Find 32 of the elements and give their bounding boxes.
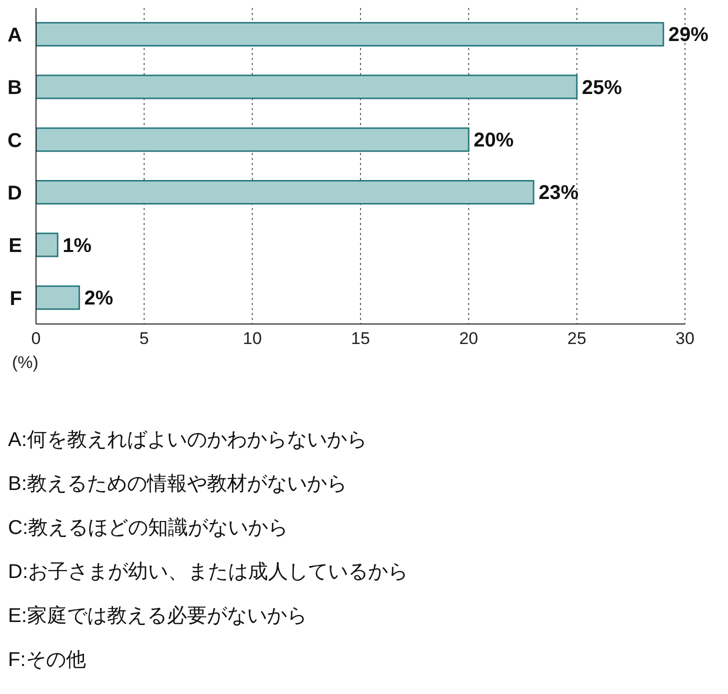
y-tick-label: E (8, 235, 22, 258)
bar (36, 232, 58, 258)
bar (36, 285, 80, 310)
bar (36, 22, 664, 46)
bar (36, 74, 578, 100)
data-label: 1% (62, 234, 92, 257)
x-tick-label: 30 (676, 329, 694, 348)
x-tick-label: 20 (459, 329, 478, 348)
text: A:何を教えればよいのかわからないから (8, 428, 368, 453)
text: E:家庭では教える必要がないから (8, 604, 308, 629)
text: D:お子さまが幼い、または成人しているから (8, 560, 409, 585)
y-tick-label: F (10, 288, 22, 310)
x-tick-label: 25 (567, 329, 586, 348)
y-tick-label: A (8, 24, 22, 46)
data-label: 23% (538, 182, 579, 204)
x-axis-title: (%) (12, 353, 38, 373)
data-label: 2% (84, 288, 114, 310)
data-label: 29% (668, 24, 709, 46)
text: F:その他 (8, 648, 87, 673)
data-label: 25% (582, 76, 622, 99)
y-tick-label: C (8, 130, 22, 152)
x-tick-label: 5 (139, 329, 149, 348)
x-tick-label: 0 (31, 329, 41, 348)
text: C:教えるほどの知識がないから (8, 516, 289, 541)
bar (36, 127, 470, 152)
bar (36, 180, 534, 204)
x-tick-label: 10 (242, 329, 262, 348)
y-tick-label: D (8, 182, 22, 204)
x-tick-label: 15 (351, 329, 370, 348)
text: B:教えるための情報や教材がないから (8, 472, 348, 497)
y-tick-label: B (8, 77, 22, 100)
data-label: 20% (474, 130, 514, 152)
